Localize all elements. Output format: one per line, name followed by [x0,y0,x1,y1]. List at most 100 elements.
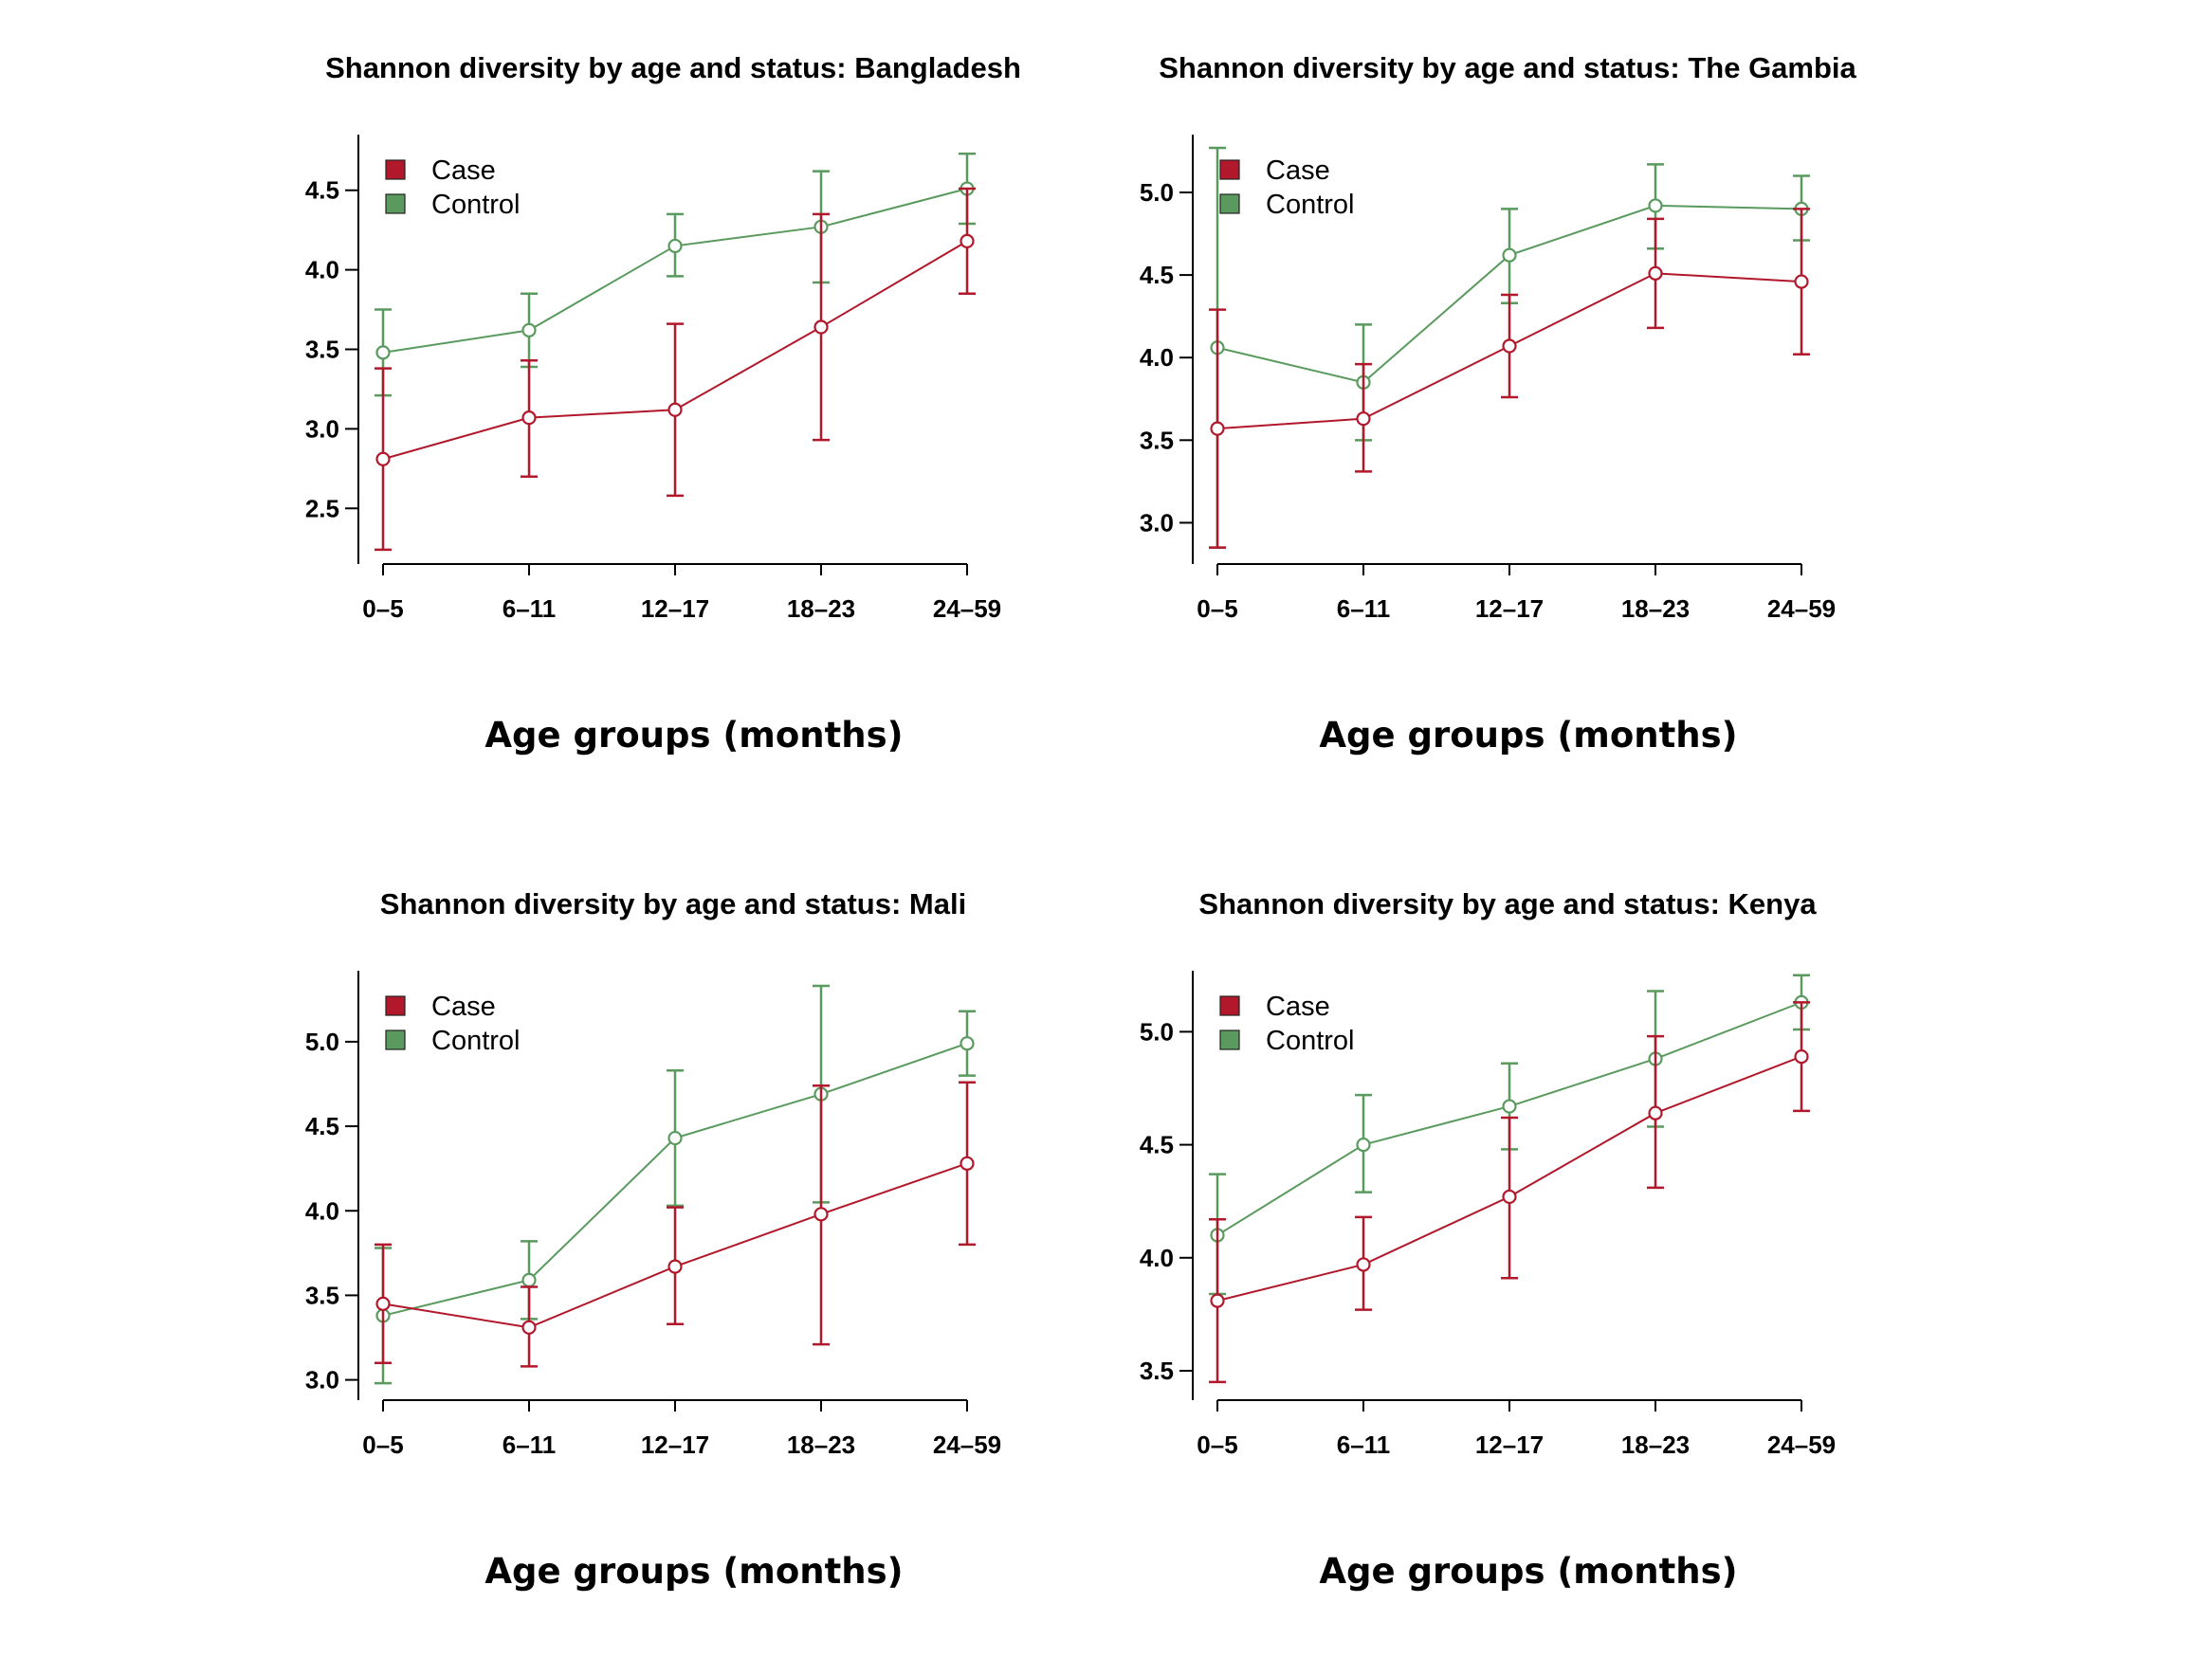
data-point [1648,198,1663,213]
x-axis-label: Age groups (months) [484,715,903,756]
x-tick-label: 18–23 [787,1430,855,1459]
legend: Case Control [1219,992,1355,1056]
series-case [1209,208,1810,549]
x-tick-label: 12–17 [641,594,709,623]
data-point [667,238,683,254]
x-tick-label: 24–59 [1767,1430,1836,1459]
data-point [1356,411,1371,427]
chart-svg: Shannon diversity by age and status: The… [1140,51,1857,756]
y-tick-label: 4.5 [1140,261,1174,289]
legend-label-case: Case [1266,155,1330,186]
legend-swatch-case [385,159,406,180]
x-tick-label: 6–11 [1337,594,1390,623]
data-point [375,451,391,466]
data-point [521,410,537,426]
x-tick-label: 12–17 [1475,594,1544,623]
chart-svg: Shannon diversity by age and status: Ban… [305,51,1021,756]
y-tick-label: 3.5 [1140,1357,1174,1385]
data-point [814,1207,829,1222]
data-point [1502,1189,1517,1205]
data-point [375,345,391,360]
data-point [960,233,975,249]
legend-swatch-case [1219,159,1240,180]
data-point [1648,1105,1663,1121]
y-tick-label: 3.5 [305,336,339,364]
series-case [375,187,976,552]
legend-label-control: Control [1266,1026,1355,1056]
x-tick-label: 0–5 [1197,1430,1237,1459]
data-point [960,1156,975,1171]
y-tick-label: 5.0 [305,1028,339,1056]
y-tick-label: 4.0 [1140,1244,1174,1272]
y-tick-label: 3.0 [305,414,339,443]
x-tick-label: 0–5 [1197,594,1237,623]
chart-svg: Shannon diversity by age and status: Ken… [1140,887,1836,1592]
legend-swatch-control [385,193,406,214]
chart-title: Shannon diversity by age and status: The… [1159,51,1856,84]
chart-panel-bangladesh: Shannon diversity by age and status: Ban… [0,0,1021,815]
legend-swatch-control [1219,193,1240,214]
y-tick-label: 4.0 [305,256,339,284]
legend: Case Control [385,155,521,220]
legend-swatch-control [385,1029,406,1050]
chart-panel-the-gambia: Shannon diversity by age and status: The… [834,0,1857,815]
x-tick-label: 12–17 [641,1430,709,1459]
legend: Case Control [385,992,521,1056]
x-tick-label: 24–59 [933,594,1001,623]
y-tick-label: 5.0 [1140,1017,1174,1046]
legend-label-control: Control [431,1026,521,1056]
x-tick-label: 24–59 [933,1430,1001,1459]
data-point [667,402,683,417]
legend-label-case: Case [431,992,496,1022]
x-tick-label: 6–11 [503,1430,556,1459]
data-point [1356,1137,1371,1153]
legend-swatch-control [1219,1029,1240,1050]
data-point [667,1130,683,1146]
legend-label-control: Control [431,190,521,220]
data-point [521,1272,537,1287]
y-tick-label: 4.5 [305,1112,339,1140]
series-control [375,152,976,397]
data-point [1648,265,1663,281]
data-point [1794,1049,1809,1065]
series-case [1209,1001,1810,1384]
x-tick-label: 18–23 [1621,1430,1690,1459]
x-axis-label: Age groups (months) [484,1551,903,1592]
data-point [521,1320,537,1335]
x-tick-label: 0–5 [362,1430,403,1459]
data-point [521,322,537,337]
series-control [375,984,976,1385]
chart-title: Shannon diversity by age and status: Mal… [380,887,966,920]
legend-swatch-case [1219,995,1240,1016]
x-axis-label: Age groups (months) [1319,715,1737,756]
y-tick-label: 3.0 [1140,508,1174,537]
data-point [1356,1257,1371,1272]
series-control [1209,974,1810,1296]
x-axis-label: Age groups (months) [1319,1551,1737,1592]
y-tick-label: 4.5 [1140,1131,1174,1159]
y-tick-label: 3.5 [1140,426,1174,454]
legend-swatch-case [385,995,406,1016]
y-tick-label: 2.5 [305,494,339,522]
x-tick-label: 6–11 [503,594,556,623]
legend: Case Control [1219,155,1355,220]
y-tick-label: 5.0 [1140,178,1174,207]
x-tick-label: 12–17 [1475,1430,1544,1459]
data-point [1502,338,1517,354]
data-point [375,1296,391,1311]
chart-title: Shannon diversity by age and status: Ban… [325,51,1021,84]
data-point [1502,1099,1517,1114]
data-point [960,1036,975,1051]
x-tick-label: 18–23 [787,594,855,623]
y-tick-label: 3.5 [305,1281,339,1309]
chart-panel-kenya: Shannon diversity by age and status: Ken… [834,836,1836,1651]
series-case [375,1081,976,1368]
data-point [1794,274,1809,289]
x-tick-label: 0–5 [362,594,403,623]
x-tick-label: 18–23 [1621,594,1690,623]
data-point [814,319,829,335]
chart-title: Shannon diversity by age and status: Ken… [1198,887,1817,920]
data-point [1502,247,1517,263]
data-point [1210,1293,1225,1308]
x-tick-label: 24–59 [1767,594,1836,623]
